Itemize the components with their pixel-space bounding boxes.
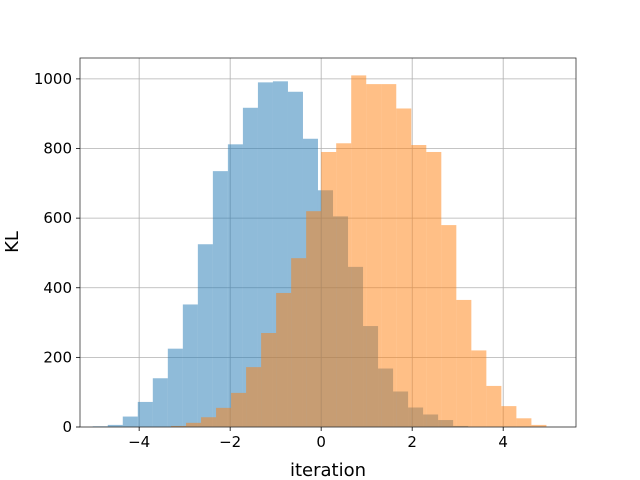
histogram-bar-series-2 [516,418,532,427]
histogram-bar-series-2 [366,84,382,427]
histogram-bar-series-2 [441,225,457,427]
histogram-bar-series-2 [411,145,427,427]
histogram-bar-series-2 [501,406,517,427]
x-axis-ticks: −4 −2 0 2 4 [128,427,508,451]
histogram-bar-series-2 [471,350,487,427]
histogram-bar-series-2 [306,211,322,427]
histogram-bar-series-2 [426,151,442,427]
histogram-bar-series-2 [276,292,292,427]
y-tick-label: 800 [43,140,72,158]
y-tick-label: 600 [43,209,72,227]
x-tick-label: 4 [498,433,508,451]
histogram-bars [92,75,547,428]
histogram-bar-series-1 [122,416,138,427]
y-tick-label: 400 [43,279,72,297]
histogram-bar-series-2 [246,367,262,427]
y-tick-label: 0 [62,418,72,436]
histogram-bar-series-2 [486,385,502,427]
plot-frame [79,57,577,428]
histogram-bar-series-2 [231,392,247,427]
histogram-bar-series-2 [261,333,277,427]
histogram-bar-series-2 [336,143,352,428]
histogram-bar-series-2 [531,424,547,427]
histogram-bar-series-1 [197,244,213,427]
x-tick-label: 2 [407,433,417,451]
histogram-bar-series-2 [381,84,397,427]
histogram-bar-series-2 [396,108,412,428]
histogram-bar-series-1 [137,401,153,427]
histogram-bar-series-2 [456,299,472,427]
histogram-bar-series-1 [182,304,198,427]
histogram-bar-series-1 [152,378,168,427]
histogram-bar-series-2 [291,258,307,427]
histogram-bar-series-2 [201,417,217,427]
histogram-bar-series-1 [212,171,228,427]
x-tick-label: −2 [219,433,241,451]
y-tick-label: 200 [43,348,72,366]
histogram-bar-series-2 [321,151,337,427]
histogram-bar-series-1 [242,107,258,428]
histogram-bar-series-2 [186,422,202,427]
histogram-bar-series-2 [171,425,187,427]
histogram-bar-series-2 [216,407,232,427]
x-axis-label: iteration [290,460,366,480]
x-tick-label: 0 [316,433,326,451]
histogram-bar-series-1 [167,348,183,427]
histogram-bar-series-2 [351,75,367,427]
y-tick-label: 1000 [34,70,72,88]
y-axis-label: KL [2,231,23,253]
histogram-bar-series-1 [107,424,123,427]
x-tick-label: −4 [128,433,150,451]
histogram-bar-series-1 [227,144,243,427]
y-axis-ticks: 0 200 400 600 800 1000 [34,70,80,436]
